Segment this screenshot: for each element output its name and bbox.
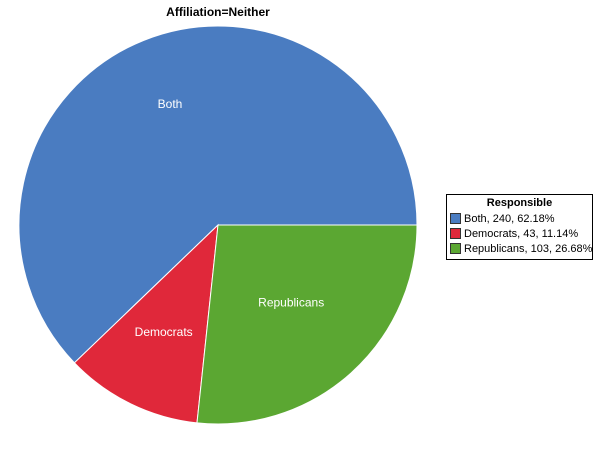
legend-title: Responsible — [486, 197, 553, 209]
legend-item-both: Both, 240, 62.18% — [447, 211, 592, 226]
legend-swatch-democrats — [450, 228, 461, 239]
legend-swatch-both — [450, 213, 461, 224]
chart-title: Affiliation=Neither — [166, 5, 270, 19]
legend: Responsible Both, 240, 62.18% Democrats,… — [446, 194, 593, 260]
pie-slice-republicans — [196, 224, 418, 425]
slice-label-both: Both — [158, 97, 183, 111]
slice-label-democrats: Democrats — [135, 325, 193, 339]
legend-swatch-republicans — [450, 243, 461, 254]
pie-slice-democrats — [73, 223, 219, 424]
legend-item-democrats: Democrats, 43, 11.14% — [447, 226, 592, 241]
slice-label-republicans: Republicans — [258, 295, 324, 309]
pie-slice-both — [18, 25, 418, 364]
legend-label-both: Both, 240, 62.18% — [464, 212, 555, 225]
legend-label-democrats: Democrats, 43, 11.14% — [464, 227, 579, 240]
legend-item-republicans: Republicans, 103, 26.68% — [447, 241, 592, 256]
legend-label-republicans: Republicans, 103, 26.68% — [464, 242, 593, 255]
